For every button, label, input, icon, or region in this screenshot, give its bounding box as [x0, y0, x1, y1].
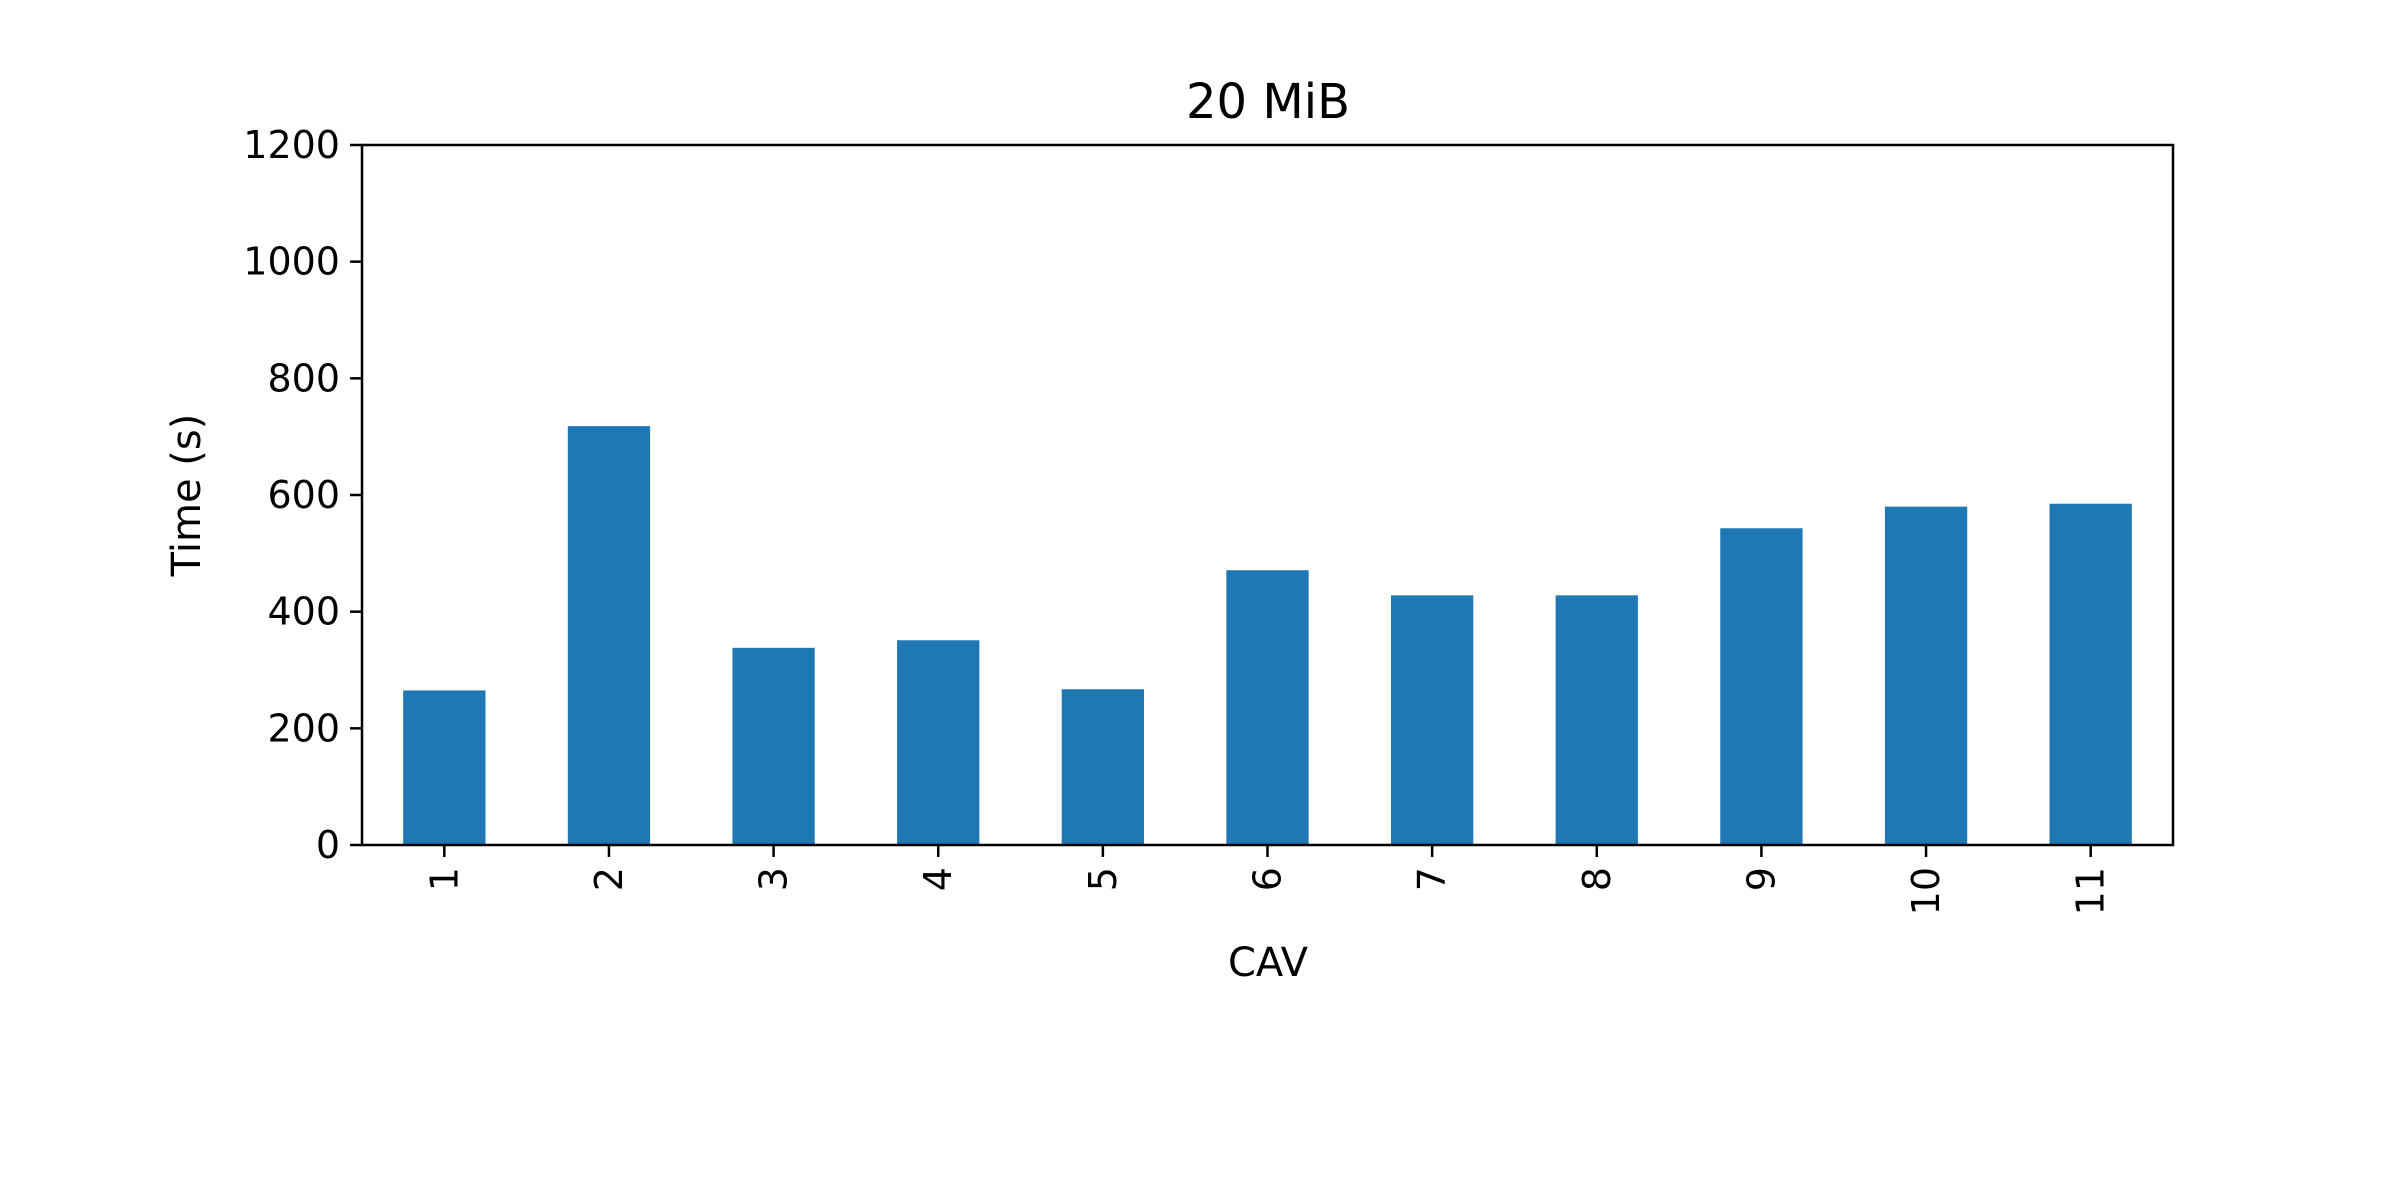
- bar-cav-7: [1390, 595, 1474, 845]
- bars-group: [403, 426, 2132, 845]
- bar-cav-2: [567, 426, 651, 845]
- y-tick-label: 400: [267, 590, 340, 634]
- x-tick-label: 5: [1081, 867, 1125, 891]
- bar-cav-1: [403, 690, 486, 845]
- chart-title: 20 MiB: [1186, 74, 1350, 130]
- x-tick-label: 6: [1246, 867, 1290, 891]
- x-tick-label: 1: [422, 867, 466, 891]
- y-tick-label: 800: [267, 356, 340, 400]
- bar-cav-5: [1061, 689, 1145, 845]
- bar-cav-3: [732, 647, 815, 845]
- y-tick-label: 200: [267, 706, 340, 750]
- bar-cav-9: [1720, 528, 1803, 845]
- plot-frame: [360, 143, 2175, 847]
- x-tick-label: 4: [916, 867, 960, 891]
- x-axis-ticks: 1 2 3 4 5 6 7 8 9 10 11: [422, 845, 2113, 915]
- x-tick-label: 7: [1410, 867, 1454, 891]
- x-tick-label: 2: [587, 867, 631, 891]
- bar-cav-10: [1884, 506, 1968, 845]
- bar-cav-11: [2049, 503, 2132, 845]
- x-tick-label: 9: [1739, 867, 1783, 891]
- bar-cav-6: [1226, 570, 1309, 845]
- y-tick-label: 1000: [243, 240, 340, 284]
- y-axis-ticks: 0 200 400 600 800 1000 1200: [243, 123, 362, 867]
- y-tick-label: 600: [267, 473, 340, 517]
- x-tick-label: 8: [1575, 867, 1619, 891]
- y-tick-label: 0: [316, 823, 340, 867]
- bar-cav-8: [1555, 595, 1638, 845]
- x-axis-label: CAV: [1228, 940, 1309, 986]
- bar-cav-4: [897, 640, 980, 845]
- x-tick-label: 11: [2069, 867, 2113, 915]
- y-axis-label: Time (s): [164, 414, 210, 578]
- x-tick-label: 10: [1904, 867, 1948, 915]
- x-tick-label: 3: [752, 867, 796, 891]
- y-tick-label: 1200: [243, 123, 340, 167]
